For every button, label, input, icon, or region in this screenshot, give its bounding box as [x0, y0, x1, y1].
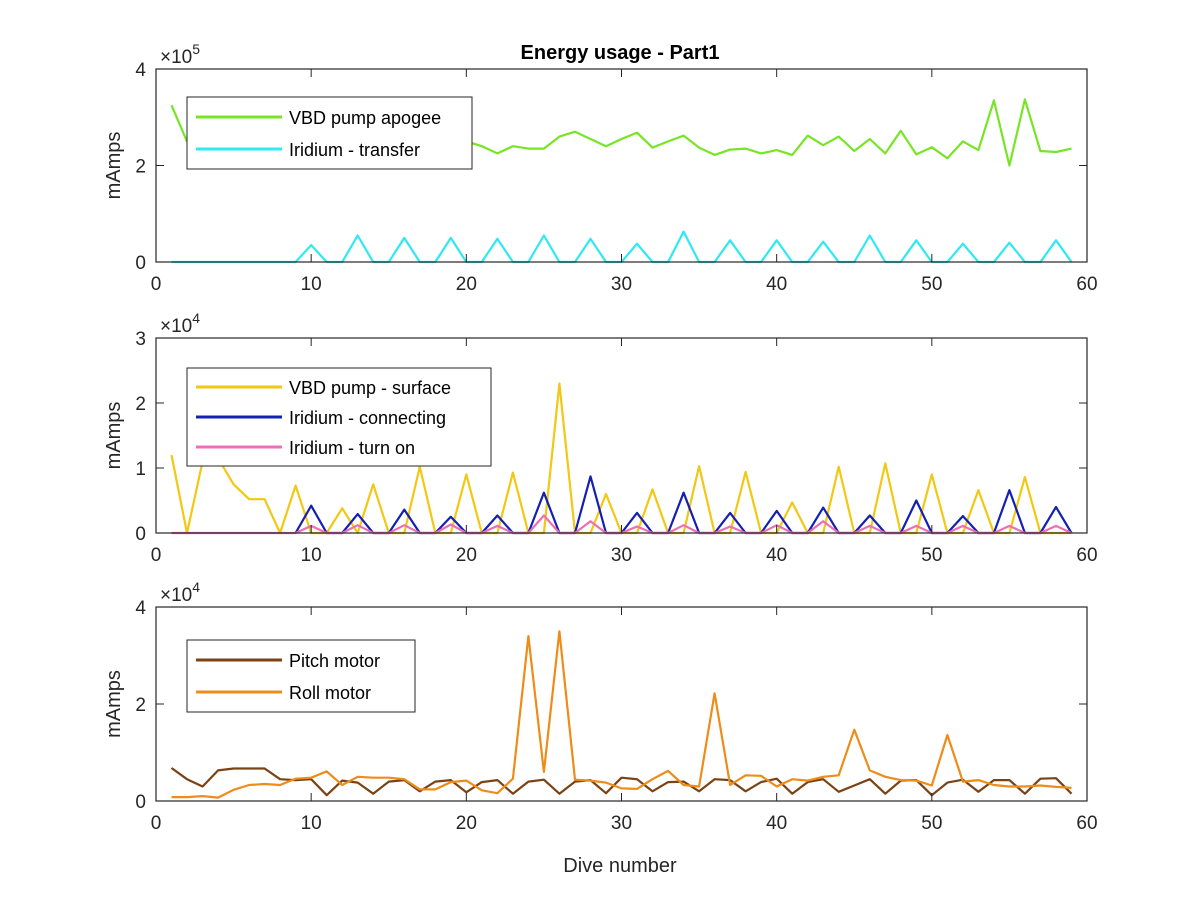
legend-label: Roll motor — [289, 683, 371, 703]
y-tick-label: 4 — [135, 598, 146, 619]
legend: Pitch motor Roll motor — [186, 639, 416, 713]
x-tick-label: 10 — [301, 274, 322, 295]
y-tick-label: 2 — [135, 157, 146, 178]
y-axis-label: mAmps — [103, 132, 125, 200]
x-tick-label: 10 — [301, 813, 322, 834]
x-tick-label: 50 — [921, 813, 942, 834]
x-axis-label: Dive number — [563, 855, 677, 877]
y-tick-label: 3 — [135, 329, 146, 350]
legend-label: Iridium - turn on — [289, 438, 415, 458]
legend-box — [186, 96, 473, 170]
x-tick-label: 0 — [151, 274, 162, 295]
x-tick-label: 50 — [921, 545, 942, 566]
x-tick-label: 0 — [151, 813, 162, 834]
y-tick-label: 2 — [135, 695, 146, 716]
legend-label: VBD pump - surface — [289, 378, 451, 398]
legend-box — [186, 639, 416, 713]
legend-label: Iridium - connecting — [289, 408, 446, 428]
y-axis-exponent-power: 5 — [192, 41, 200, 57]
legend-label: VBD pump apogee — [289, 108, 441, 128]
y-tick-label: 1 — [135, 459, 146, 480]
x-tick-label: 60 — [1076, 274, 1097, 295]
legend-label: Pitch motor — [289, 651, 380, 671]
x-tick-label: 0 — [151, 545, 162, 566]
y-tick-label: 0 — [135, 792, 146, 813]
x-tick-label: 60 — [1076, 545, 1097, 566]
x-tick-label: 20 — [456, 813, 477, 834]
x-tick-label: 40 — [766, 813, 787, 834]
legend: VBD pump apogee Iridium - transfer — [186, 96, 473, 170]
figure-title: Energy usage - Part1 — [521, 42, 720, 64]
y-axis-label: mAmps — [103, 402, 125, 470]
y-tick-label: 4 — [135, 60, 146, 81]
x-tick-label: 30 — [611, 813, 632, 834]
x-tick-label: 20 — [456, 274, 477, 295]
y-tick-label: 0 — [135, 524, 146, 545]
x-tick-label: 10 — [301, 545, 322, 566]
y-axis-label: mAmps — [103, 670, 125, 738]
y-tick-label: 2 — [135, 394, 146, 415]
legend-label: Iridium - transfer — [289, 140, 420, 160]
x-tick-label: 30 — [611, 545, 632, 566]
x-tick-label: 40 — [766, 545, 787, 566]
x-tick-label: 20 — [456, 545, 477, 566]
x-tick-label: 40 — [766, 274, 787, 295]
x-tick-label: 30 — [611, 274, 632, 295]
y-axis-exponent-power: 4 — [192, 579, 200, 595]
series-line-3-1 — [170, 767, 1073, 797]
y-tick-label: 0 — [135, 253, 146, 274]
series-line-3-2 — [171, 630, 1072, 799]
legend: VBD pump - surface Iridium - connecting Ir… — [186, 367, 492, 467]
x-tick-label: 50 — [921, 274, 942, 295]
y-axis-exponent-power: 4 — [192, 310, 200, 326]
x-tick-label: 60 — [1076, 813, 1097, 834]
